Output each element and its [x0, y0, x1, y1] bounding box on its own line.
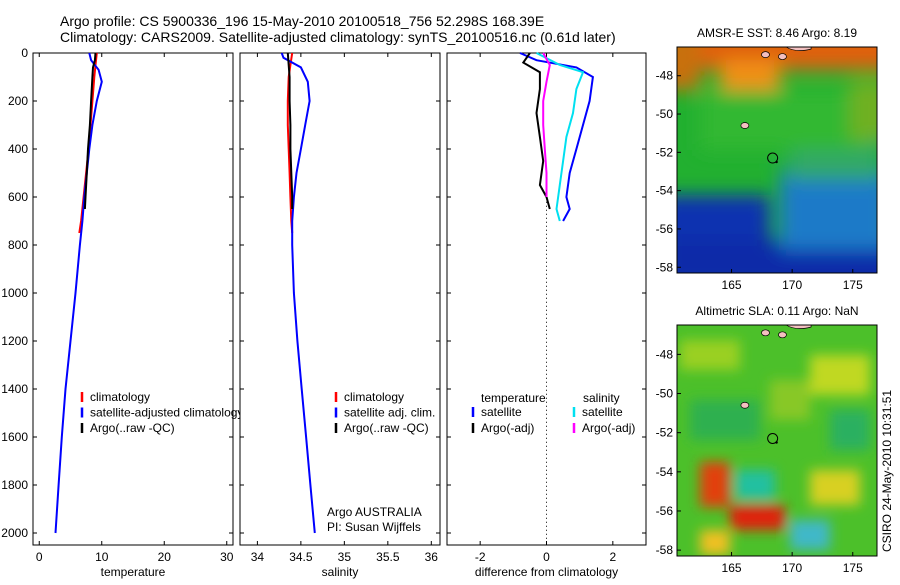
x-tick-label: 0	[36, 550, 43, 564]
y-tick-label: 800	[8, 238, 28, 252]
map-x-tick-label: 175	[843, 561, 863, 575]
map-x-tick-label: 165	[722, 561, 742, 575]
panel-annotation: PI: Susan Wijffels	[327, 520, 421, 534]
figure-title-line2: Climatology: CARS2009. Satellite-adjuste…	[60, 29, 616, 45]
x-tick-label: 2	[609, 550, 616, 564]
satellite-adj-clim--series-line	[280, 52, 316, 534]
island-shape	[740, 122, 750, 129]
y-tick-label: 1600	[1, 430, 28, 444]
map-y-tick-label: -52	[656, 426, 674, 440]
legend-entry: satellite	[481, 405, 522, 419]
y-tick-label: 1000	[1, 286, 28, 300]
map-y-tick-label: -54	[656, 184, 674, 198]
x-tick-label: 34.5	[289, 550, 313, 564]
map-y-tick-label: -58	[656, 260, 674, 274]
temperature-panel: 0 10 20 30 0 200 400 600 800 1000 1200 1400 1600 1800…	[1, 46, 243, 579]
map-y-tick-label: -54	[656, 465, 674, 479]
temperature-x-axis-label: temperature	[101, 565, 166, 579]
map-y-tick-label: -52	[656, 145, 674, 159]
salinity-x-axis-label: salinity	[322, 565, 359, 579]
sst-map-title: AMSR-E SST: 8.46 Argo: 8.19	[697, 26, 857, 40]
coastline-shape	[784, 324, 812, 329]
x-tick-label: -2	[475, 550, 486, 564]
x-tick-label: 34	[251, 550, 265, 564]
map-y-tick-label: -56	[656, 222, 674, 236]
legend-entry: Argo(..raw -QC)	[90, 421, 175, 435]
salinity-panel: 34 34.5 35 35.5 36 salinity climatology satelli…	[239, 52, 441, 579]
sst-map-panel: AMSR-E SST: 8.46 Argo: 8.19 165 170 175 -48 -…	[656, 26, 878, 292]
figure-title-line1: Argo profile: CS 5900336_196 15-May-2010…	[60, 13, 544, 29]
legend-entry: climatology	[90, 390, 150, 404]
map-y-tick-label: -48	[656, 69, 674, 83]
y-tick-label: 200	[8, 94, 28, 108]
legend-entry: climatology	[344, 390, 404, 404]
sla-map-title: Altimetric SLA: 0.11 Argo: NaN	[695, 304, 858, 318]
legend-entry: Argo(-adj)	[481, 421, 534, 435]
island-shape	[778, 53, 787, 60]
argo-raw-qc--series-line	[83, 52, 97, 210]
y-tick-label: 0	[21, 46, 28, 60]
legend-entry: satellite	[582, 405, 623, 419]
map-x-tick-label: 170	[782, 561, 802, 575]
legend-header-salinity: salinity	[583, 391, 620, 405]
map-y-tick-label: -48	[656, 347, 674, 361]
sla-map-field	[677, 325, 877, 556]
x-tick-label: 20	[158, 550, 172, 564]
difference-x-axis-label: difference from climatology	[475, 565, 618, 579]
timestamp-credit: CSIRO 24-May-2010 10:31:51	[880, 390, 894, 552]
map-y-tick-label: -58	[656, 543, 674, 557]
y-tick-label: 1400	[1, 382, 28, 396]
satellite-adjusted-climatology-series-line	[54, 52, 103, 534]
y-tick-label: 2000	[1, 526, 28, 540]
island-shape	[761, 51, 770, 59]
y-tick-label: 1200	[1, 334, 28, 348]
y-tick-label: 400	[8, 142, 28, 156]
argo-track-dot	[775, 441, 778, 444]
legend-entry: satellite adj. clim.	[344, 406, 435, 420]
y-tick-label: 1800	[1, 478, 28, 492]
sst-map-frame	[676, 46, 878, 274]
panel-annotation: Argo AUSTRALIA	[327, 505, 422, 519]
x-tick-label: 30	[220, 550, 234, 564]
difference-plot-frame	[446, 52, 647, 546]
x-tick-label: 10	[95, 550, 109, 564]
salinity-argo-adj--series-line	[542, 52, 551, 197]
map-x-tick-label: 165	[722, 278, 742, 292]
island-shape	[778, 331, 787, 339]
sla-map-frame	[676, 324, 878, 557]
legend-entry: Argo(..raw -QC)	[344, 421, 429, 435]
argo-raw-qc--series-line	[286, 52, 294, 209]
island-shape	[761, 329, 770, 337]
sst-map-field	[677, 47, 877, 273]
argo-track-dot	[775, 160, 778, 164]
temperature-argo-adj--series-line	[521, 52, 551, 210]
y-tick-label: 600	[8, 190, 28, 204]
legend-header-temperature: temperature	[481, 391, 546, 405]
coastline-shape	[784, 46, 812, 51]
map-x-tick-label: 170	[782, 278, 802, 292]
island-shape	[740, 401, 750, 409]
sla-map-panel: Altimetric SLA: 0.11 Argo: NaN 165 170 175 -…	[656, 304, 878, 575]
x-tick-label: 0	[543, 550, 550, 564]
temperature-plot-frame	[32, 52, 234, 546]
salinity-plot-frame	[239, 52, 441, 546]
legend-entry: Argo(-adj)	[582, 421, 635, 435]
map-y-tick-label: -50	[656, 107, 674, 121]
argo-float-marker	[767, 433, 779, 445]
legend-entry: satellite-adjusted climatology	[90, 406, 243, 420]
map-x-tick-label: 175	[843, 278, 863, 292]
argo-float-marker	[767, 152, 779, 164]
x-tick-label: 35.5	[376, 550, 400, 564]
x-tick-label: 35	[338, 550, 352, 564]
map-y-tick-label: -50	[656, 387, 674, 401]
map-y-tick-label: -56	[656, 504, 674, 518]
x-tick-label: 36	[425, 550, 439, 564]
salinity-satellite-series-line	[536, 52, 585, 222]
